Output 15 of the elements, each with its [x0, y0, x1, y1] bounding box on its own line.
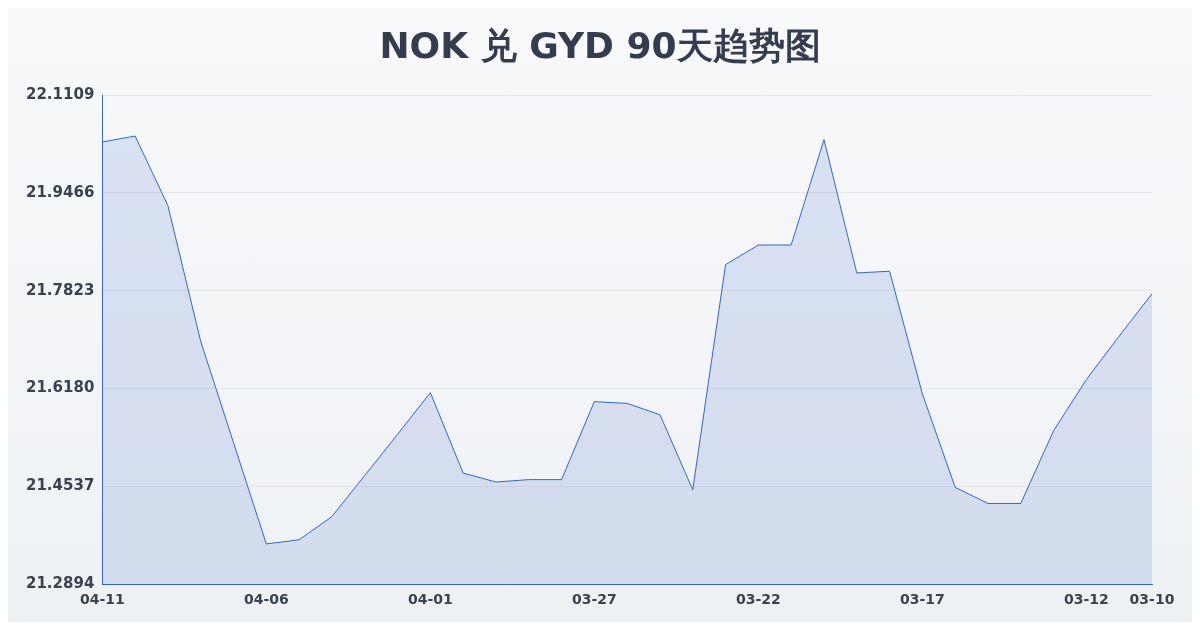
- y-tick-label: 21.7823: [25, 280, 95, 299]
- x-tick-label: 03-22: [735, 591, 781, 608]
- y-tick-label: 21.2894: [25, 574, 95, 593]
- x-tick-label: 04-11: [79, 591, 125, 608]
- x-tick-label: 03-17: [899, 591, 945, 608]
- x-tick-label: 03-10: [1129, 591, 1175, 608]
- chart-title: NOK 兑 GYD 90天趋势图: [378, 24, 822, 68]
- x-tick-label: 03-12: [1064, 591, 1109, 608]
- x-tick-label: 03-27: [571, 591, 617, 608]
- y-tick-label: 22.1109: [25, 84, 95, 103]
- y-tick-label: 21.6180: [25, 378, 95, 397]
- y-tick-label: 21.4537: [25, 476, 95, 495]
- y-tick-label: 21.9466: [25, 182, 95, 201]
- x-tick-label: 04-01: [407, 591, 453, 608]
- x-tick-label: 04-06: [243, 591, 289, 608]
